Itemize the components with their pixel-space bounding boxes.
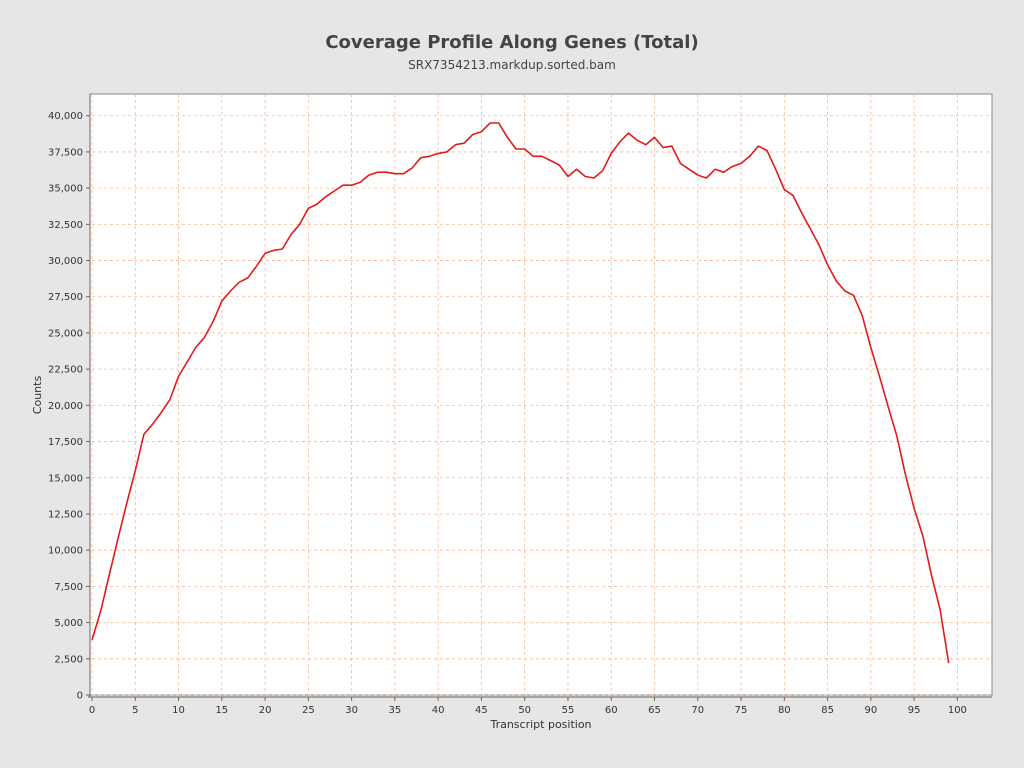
x-tick-label: 5 (132, 705, 138, 716)
x-tick-label: 55 (562, 705, 575, 716)
x-tick-label: 10 (172, 705, 185, 716)
coverage-series-line (91, 122, 950, 664)
chart-title: Coverage Profile Along Genes (Total) (325, 32, 698, 53)
y-tick-label: 30,000 (48, 256, 83, 267)
y-tick-label: 25,000 (48, 328, 83, 339)
x-tick-label: 30 (345, 705, 358, 716)
y-tick-label: 15,000 (48, 473, 83, 484)
y-tick-label: 40,000 (48, 111, 83, 122)
x-tick-label: 50 (518, 705, 531, 716)
y-tick-label: 0 (77, 691, 83, 702)
y-tick-label: 12,500 (48, 509, 83, 520)
x-tick-label: 65 (648, 705, 661, 716)
x-tick-label: 25 (302, 705, 315, 716)
x-tick-label: 75 (735, 705, 748, 716)
y-tick-label: 2,500 (54, 654, 83, 665)
y-tick-label: 5,000 (54, 618, 83, 629)
y-tick-label: 35,000 (48, 184, 83, 195)
y-tick-label: 7,500 (54, 582, 83, 593)
x-tick-label: 95 (908, 705, 921, 716)
x-tick-label: 85 (821, 705, 834, 716)
x-tick-label: 80 (778, 705, 791, 716)
x-tick-label: 90 (864, 705, 877, 716)
x-tick-label: 35 (389, 705, 402, 716)
grid (91, 94, 992, 696)
x-tick-label: 0 (89, 705, 95, 716)
plot-area (89, 93, 993, 696)
x-axis-ticks: 0 5 10 15 20 25 30 35 40 45 50 55 60 65 70 75 80 85 90 95 10… (89, 697, 967, 716)
chart-subtitle: SRX7354213.markdup.sorted.bam (408, 58, 616, 72)
y-tick-label: 22,500 (48, 365, 83, 376)
y-axis-label: Counts (31, 376, 44, 415)
x-axis-label: Transcript position (489, 718, 591, 731)
y-axis-ticks: 0 2,500 5,000 7,500 10,000 12,500 15,000 17,500… (48, 111, 90, 702)
y-tick-label: 10,000 (48, 546, 83, 557)
y-tick-label: 17,500 (48, 437, 83, 448)
y-tick-label: 32,500 (48, 220, 83, 231)
x-tick-label: 45 (475, 705, 488, 716)
x-tick-label: 70 (691, 705, 704, 716)
x-tick-label: 100 (948, 705, 967, 716)
x-tick-label: 60 (605, 705, 618, 716)
y-tick-label: 27,500 (48, 292, 83, 303)
y-tick-label: 20,000 (48, 401, 83, 412)
x-tick-label: 40 (432, 705, 445, 716)
x-tick-label: 20 (259, 705, 272, 716)
x-tick-label: 15 (215, 705, 228, 716)
y-tick-label: 37,500 (48, 147, 83, 158)
